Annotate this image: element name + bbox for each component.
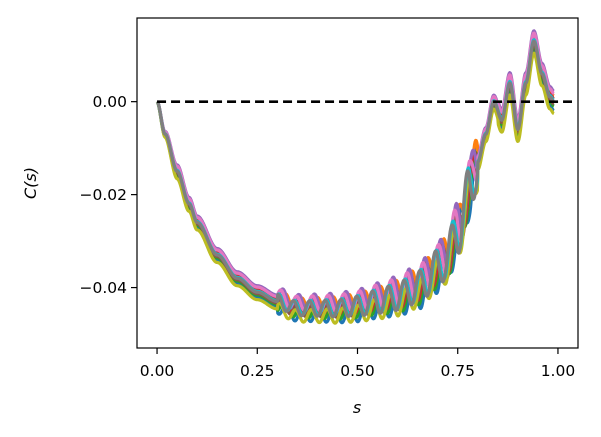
series-line <box>156 31 555 314</box>
y-axis: 0.00 −0.02 −0.04 <box>80 93 137 297</box>
series-line <box>156 33 555 315</box>
series-line <box>156 29 555 313</box>
series-line <box>155 48 555 325</box>
x-tick-label: 1.00 <box>541 362 576 380</box>
plot-area <box>155 29 572 325</box>
x-tick-label: 0.25 <box>240 362 275 380</box>
x-tick-label: 0.00 <box>140 362 175 380</box>
x-axis: 0.00 0.25 0.50 0.75 1.00 <box>140 348 575 380</box>
y-tick-label: −0.04 <box>80 279 128 297</box>
x-tick-label: 0.75 <box>440 362 475 380</box>
series-line <box>156 38 555 318</box>
series-line <box>156 36 555 317</box>
y-tick-label: 0.00 <box>92 93 127 111</box>
series-line <box>155 51 555 325</box>
series-line <box>155 41 555 320</box>
series-line <box>156 39 555 319</box>
y-tick-label: −0.02 <box>80 186 128 204</box>
series-line <box>155 44 555 321</box>
x-axis-label: s <box>353 398 361 417</box>
x-tick-label: 0.50 <box>340 362 375 380</box>
y-axis-label: C(s) <box>21 167 40 199</box>
